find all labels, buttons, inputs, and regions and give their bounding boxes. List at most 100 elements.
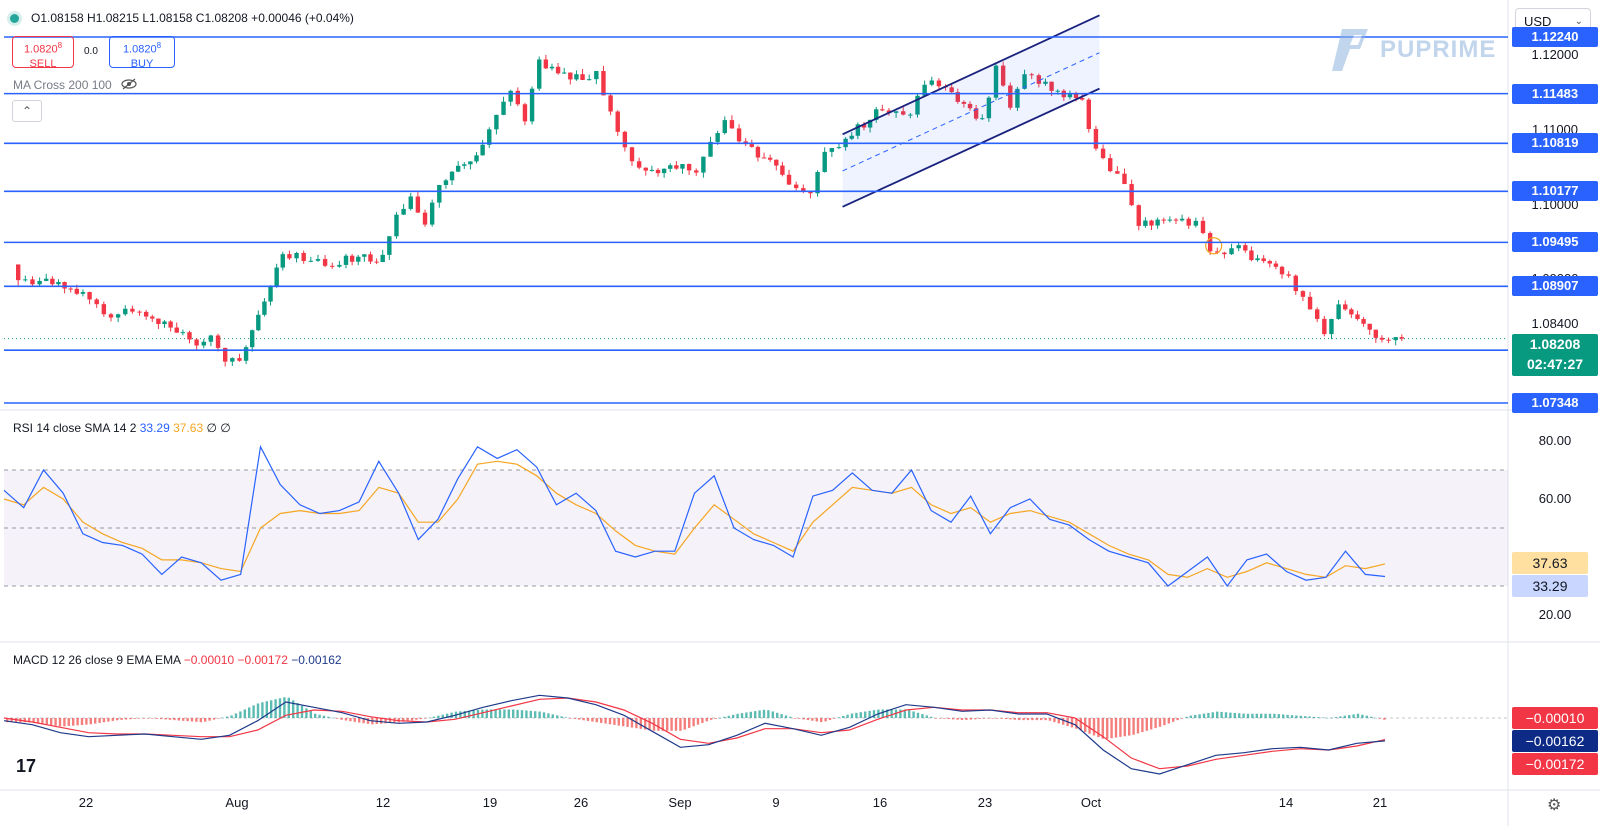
buy-price-sup: 8 xyxy=(156,41,162,50)
macd-hist-bar xyxy=(582,718,585,721)
ma-cross-indicator[interactable]: MA Cross 200 100 xyxy=(13,78,137,92)
macd-hist-bar xyxy=(974,718,977,720)
candle-body xyxy=(101,304,107,315)
level-price-label[interactable]: 1.09495 xyxy=(1512,232,1598,253)
candle-body xyxy=(237,358,242,361)
macd-hist-bar xyxy=(10,718,13,723)
macd-hist-bar xyxy=(956,718,959,720)
macd-hist-bar xyxy=(1374,717,1377,719)
macd-hist-bar xyxy=(850,713,854,718)
chevron-down-icon: ⌄ xyxy=(1574,16,1583,27)
macd-hist-bar xyxy=(204,718,207,722)
macd-line-axis-label: −0.00172 xyxy=(1512,753,1598,775)
candle-body xyxy=(494,114,499,130)
candle-body xyxy=(993,65,999,98)
buy-button[interactable]: 1.08208 BUY xyxy=(109,36,175,70)
macd-hist-bar xyxy=(811,718,814,721)
macd-hist-bar xyxy=(344,718,348,721)
horizontal-levels[interactable] xyxy=(4,36,1508,404)
candle-body xyxy=(208,335,214,342)
candle-body xyxy=(749,144,755,147)
macd-hist-bar xyxy=(503,709,506,718)
candle-body xyxy=(680,164,685,169)
macd-hist-bar xyxy=(358,718,361,723)
macd-hist-bar xyxy=(1176,718,1179,721)
candle-body xyxy=(1267,261,1272,264)
candle-body xyxy=(249,330,255,348)
macd-hist-bar xyxy=(327,716,330,718)
macd-hist-bar xyxy=(661,718,664,731)
spread-value: 0.0 xyxy=(84,46,98,57)
rsi-extra: ∅ ∅ xyxy=(206,421,231,435)
settings-gear-icon[interactable]: ⚙ xyxy=(1547,797,1562,814)
candle-body xyxy=(1000,65,1006,86)
candle-body xyxy=(967,103,973,109)
level-price-label[interactable]: 1.10819 xyxy=(1512,133,1598,154)
macd-hist-bar xyxy=(182,718,185,721)
candle-body xyxy=(468,161,473,165)
level-price-label[interactable]: 1.11483 xyxy=(1512,83,1598,104)
candle-body xyxy=(455,165,461,172)
macd-hist-bar xyxy=(155,718,158,719)
level-price-label[interactable]: 1.10177 xyxy=(1512,181,1598,202)
level-price-label[interactable]: 1.12240 xyxy=(1512,27,1598,47)
candle-body xyxy=(1261,258,1266,262)
macd-hist-bar xyxy=(868,710,871,718)
macd-hist-bar xyxy=(248,707,251,718)
sell-button[interactable]: 1.08208 SELL xyxy=(12,36,74,70)
macd-hist-bar xyxy=(221,717,224,719)
macd-hist-bar xyxy=(1202,713,1206,718)
macd-hist-bar xyxy=(199,718,202,723)
macd-hist-bar xyxy=(1053,718,1056,723)
macd-hist-bar xyxy=(1088,718,1091,734)
hide-eye-icon[interactable] xyxy=(121,78,137,90)
candle-body xyxy=(755,146,761,158)
macd-hist-bar xyxy=(270,700,273,718)
macd-hist-bar xyxy=(921,714,924,718)
macd-hist-bar xyxy=(1141,718,1144,733)
macd-hist-bar xyxy=(1383,718,1386,720)
macd-hist-bar xyxy=(292,700,295,718)
macd-hist-bar xyxy=(903,709,906,718)
macd-hist-bar xyxy=(512,709,515,718)
macd-hist-bar xyxy=(1334,717,1338,718)
status-dot-icon xyxy=(10,13,19,23)
candle-body xyxy=(1236,245,1241,249)
candle-body xyxy=(549,66,555,69)
tradingview-logo[interactable]: 17 xyxy=(16,756,37,776)
macd-hist-bar xyxy=(674,718,678,731)
level-price-label[interactable]: 1.07348 xyxy=(1512,393,1598,413)
candle-body xyxy=(449,171,455,181)
candle-body xyxy=(80,292,86,294)
candle-body xyxy=(1036,75,1042,84)
macd-hist-bar xyxy=(98,718,101,723)
macd-hist-bar xyxy=(446,713,449,718)
macd-hist-bar xyxy=(388,718,392,724)
macd-hist-bar xyxy=(1092,718,1096,736)
macd-hist-bar xyxy=(820,718,823,723)
candle-body xyxy=(1329,318,1334,335)
macd-hist-bar xyxy=(1026,718,1030,721)
macd-hist-bar xyxy=(1119,718,1122,737)
candle-body xyxy=(1029,74,1034,76)
macd-title: MACD 12 26 close 9 EMA EMA xyxy=(13,653,181,667)
candle-body xyxy=(401,208,406,215)
collapse-legend-button[interactable]: ⌃ xyxy=(12,100,42,122)
macd-hist-bar xyxy=(28,718,31,723)
macd-hist-bar xyxy=(608,718,612,725)
candle-body xyxy=(1173,219,1179,221)
macd-hist-bar xyxy=(1290,715,1294,718)
macd-hist-bar xyxy=(798,718,801,719)
candle-body xyxy=(168,321,173,328)
macd-hist-bar xyxy=(1348,715,1351,718)
macd-hist-bar xyxy=(1154,718,1157,729)
candle-body xyxy=(701,156,706,173)
candle-body xyxy=(243,347,249,361)
macd-hist-bar xyxy=(1356,713,1360,718)
candle-body xyxy=(180,332,186,334)
level-price-label[interactable]: 1.08907 xyxy=(1512,276,1598,297)
candle-body xyxy=(174,327,179,333)
candle-body xyxy=(322,259,328,266)
macd-hist-bar xyxy=(1317,717,1320,718)
